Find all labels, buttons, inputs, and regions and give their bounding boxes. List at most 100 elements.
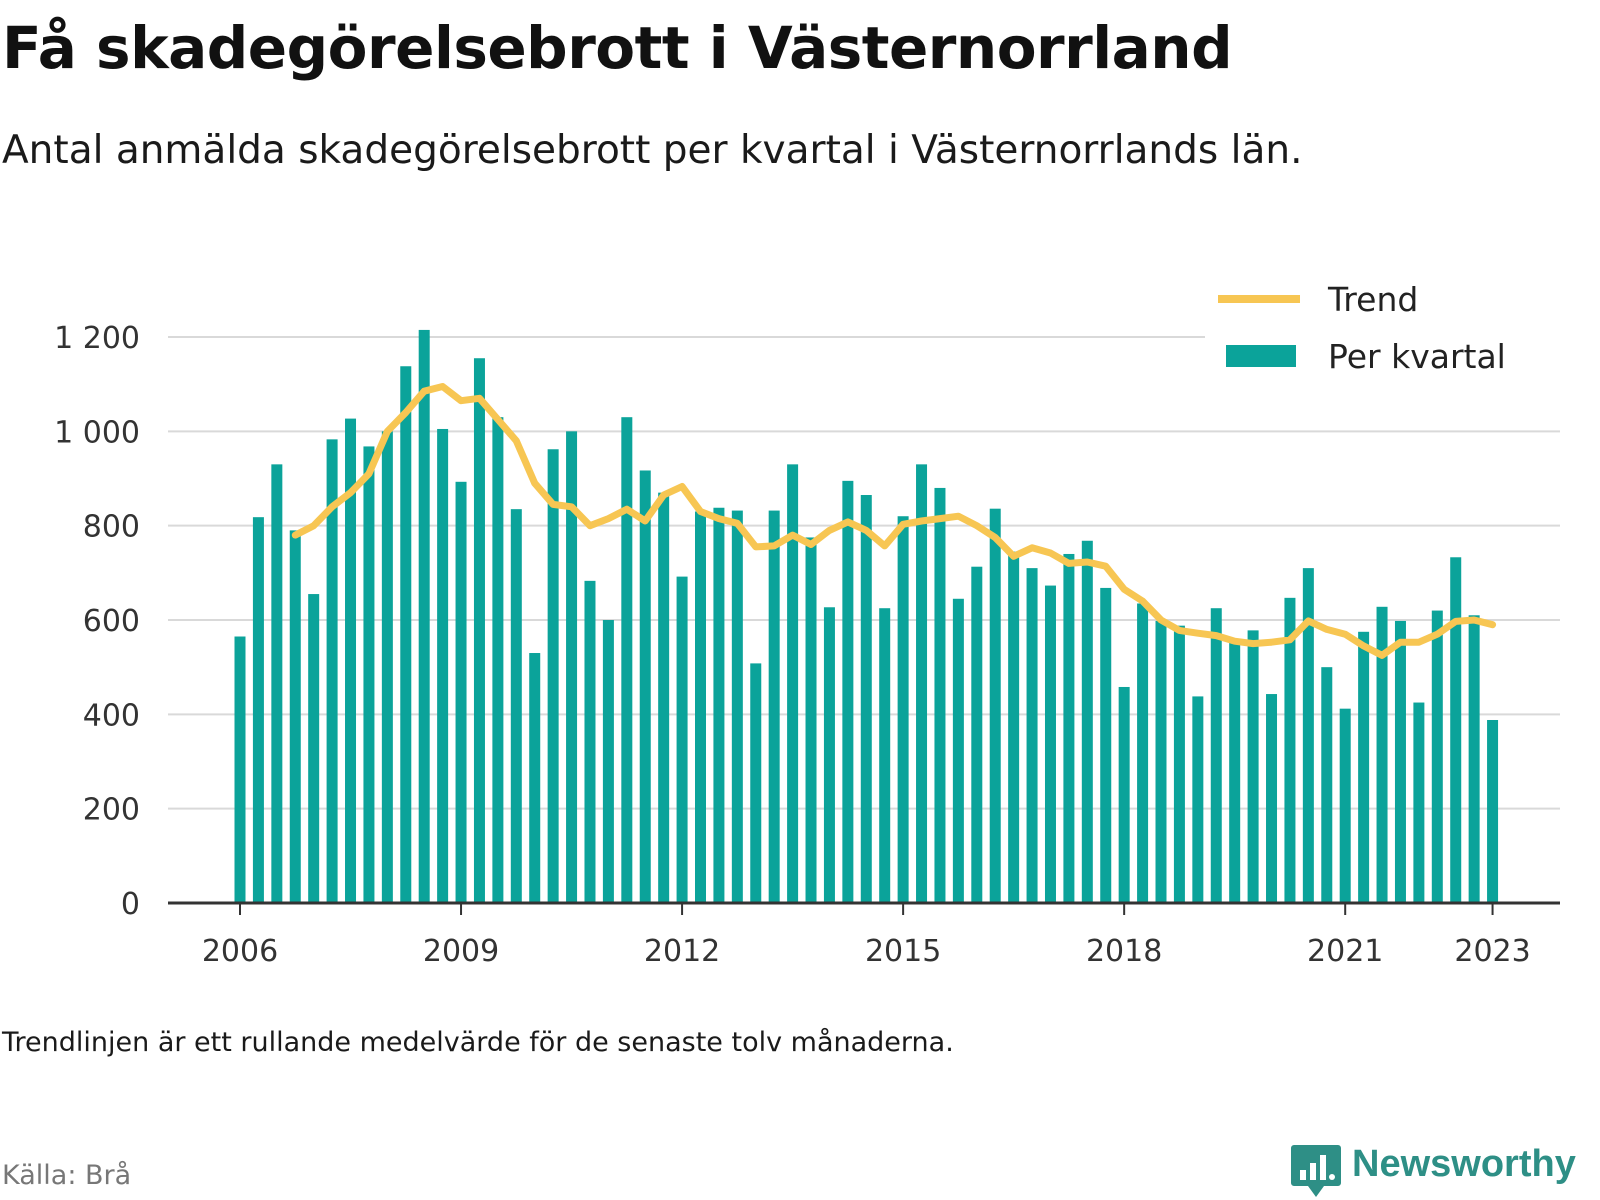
bar bbox=[1376, 606, 1388, 903]
bar bbox=[621, 417, 633, 903]
bar bbox=[547, 449, 559, 903]
source-label: Källa: Brå bbox=[2, 1160, 132, 1191]
bar bbox=[1173, 625, 1185, 903]
bar bbox=[768, 510, 780, 903]
bar bbox=[639, 470, 651, 903]
bar bbox=[1431, 610, 1443, 903]
x-tick-label: 2021 bbox=[1307, 934, 1383, 969]
x-tick-label: 2018 bbox=[1086, 934, 1162, 969]
x-tick-label: 2006 bbox=[202, 934, 278, 969]
bar bbox=[971, 566, 983, 903]
chart-title: Få skadegörelsebrott i Västernorrland bbox=[2, 14, 1233, 82]
bar bbox=[952, 598, 964, 903]
bar bbox=[1450, 557, 1462, 903]
bar bbox=[731, 510, 743, 903]
bar bbox=[400, 366, 412, 903]
trend-line bbox=[291, 383, 1497, 659]
bar bbox=[363, 446, 375, 903]
bar bbox=[1081, 540, 1093, 903]
legend-trend-label: Trend bbox=[1327, 280, 1418, 319]
x-tick-label: 2012 bbox=[644, 934, 720, 969]
bar bbox=[1008, 551, 1020, 903]
bar bbox=[326, 439, 338, 903]
x-tick-label: 2015 bbox=[865, 934, 941, 969]
bar bbox=[1339, 708, 1351, 903]
y-tick-label: 800 bbox=[83, 510, 140, 545]
bar bbox=[916, 464, 928, 903]
y-tick-label: 400 bbox=[83, 698, 140, 733]
bar bbox=[750, 663, 762, 903]
bar bbox=[492, 417, 504, 903]
trend-note: Trendlinjen är ett rullande medelvärde f… bbox=[2, 1027, 954, 1058]
legend-bar-label: Per kvartal bbox=[1328, 337, 1506, 376]
x-tick-label: 2009 bbox=[423, 934, 499, 969]
bar bbox=[1321, 667, 1333, 903]
bar bbox=[1487, 719, 1499, 903]
bar bbox=[1284, 597, 1296, 903]
bar bbox=[529, 653, 541, 903]
bar bbox=[842, 480, 854, 903]
y-tick-label: 1 200 bbox=[54, 321, 140, 356]
brand-logo[interactable]: Newsworthy bbox=[1290, 1143, 1596, 1199]
bar bbox=[510, 509, 522, 903]
y-axis-ticks: 0 200 400 600 800 1 200 1 000 bbox=[54, 321, 140, 922]
y-tick-label: 600 bbox=[83, 604, 140, 639]
bar bbox=[1302, 568, 1314, 903]
bar bbox=[566, 431, 578, 903]
bar bbox=[695, 511, 706, 903]
bar bbox=[805, 537, 817, 903]
bar bbox=[271, 464, 283, 903]
brand-name: Newsworthy bbox=[1352, 1143, 1576, 1185]
bar bbox=[1266, 694, 1278, 903]
bar bbox=[658, 492, 670, 903]
bar bbox=[1468, 615, 1480, 903]
bar bbox=[345, 418, 357, 903]
bar bbox=[289, 530, 301, 903]
bar bbox=[1026, 568, 1038, 903]
legend-bar-swatch bbox=[1226, 345, 1296, 367]
bar bbox=[437, 428, 449, 903]
bar bbox=[860, 495, 872, 903]
bar bbox=[1413, 702, 1425, 903]
bar bbox=[381, 431, 393, 903]
bar bbox=[787, 464, 799, 903]
bar bbox=[1044, 585, 1056, 903]
bar bbox=[1229, 641, 1241, 903]
bar bbox=[308, 594, 320, 903]
y-tick-label: 1 000 bbox=[54, 415, 140, 450]
bar bbox=[1247, 630, 1259, 903]
x-axis: 2006 2009 2012 2015 2018 2021 2023 bbox=[168, 901, 1560, 969]
bar bbox=[1394, 620, 1406, 903]
bar bbox=[1155, 620, 1167, 903]
bar bbox=[418, 329, 430, 903]
bar bbox=[1192, 696, 1204, 903]
chart-area: 0 200 400 600 800 1 200 1 000 2006 2009 2012 2015… bbox=[54, 272, 1565, 969]
bar bbox=[1137, 603, 1149, 903]
bar bbox=[989, 508, 1001, 903]
bar bbox=[1118, 686, 1130, 903]
y-tick-label: 200 bbox=[83, 793, 140, 828]
bar-chart-speech-bubble-icon bbox=[1291, 1145, 1341, 1197]
bar bbox=[713, 507, 725, 903]
bar bbox=[252, 517, 264, 903]
bar bbox=[823, 607, 835, 903]
bar bbox=[676, 576, 688, 903]
bar bbox=[879, 608, 891, 903]
bar bbox=[1063, 553, 1075, 903]
bar bbox=[473, 358, 485, 904]
chart-subtitle: Antal anmälda skadegörelsebrott per kvar… bbox=[2, 128, 1303, 173]
bar bbox=[234, 636, 246, 903]
bar bbox=[1210, 608, 1222, 903]
bar bbox=[1100, 587, 1112, 903]
bar bbox=[455, 481, 467, 903]
bar bbox=[602, 620, 614, 903]
bar bbox=[934, 487, 946, 903]
y-tick-label: 0 bbox=[121, 887, 140, 922]
bar bbox=[897, 516, 909, 903]
bar-series bbox=[234, 329, 1499, 904]
trend-series bbox=[291, 383, 1497, 659]
legend: Trend Per kvartal bbox=[1205, 272, 1565, 380]
bar bbox=[1358, 631, 1370, 903]
bar bbox=[584, 580, 596, 903]
x-tick-label: 2023 bbox=[1454, 934, 1530, 969]
